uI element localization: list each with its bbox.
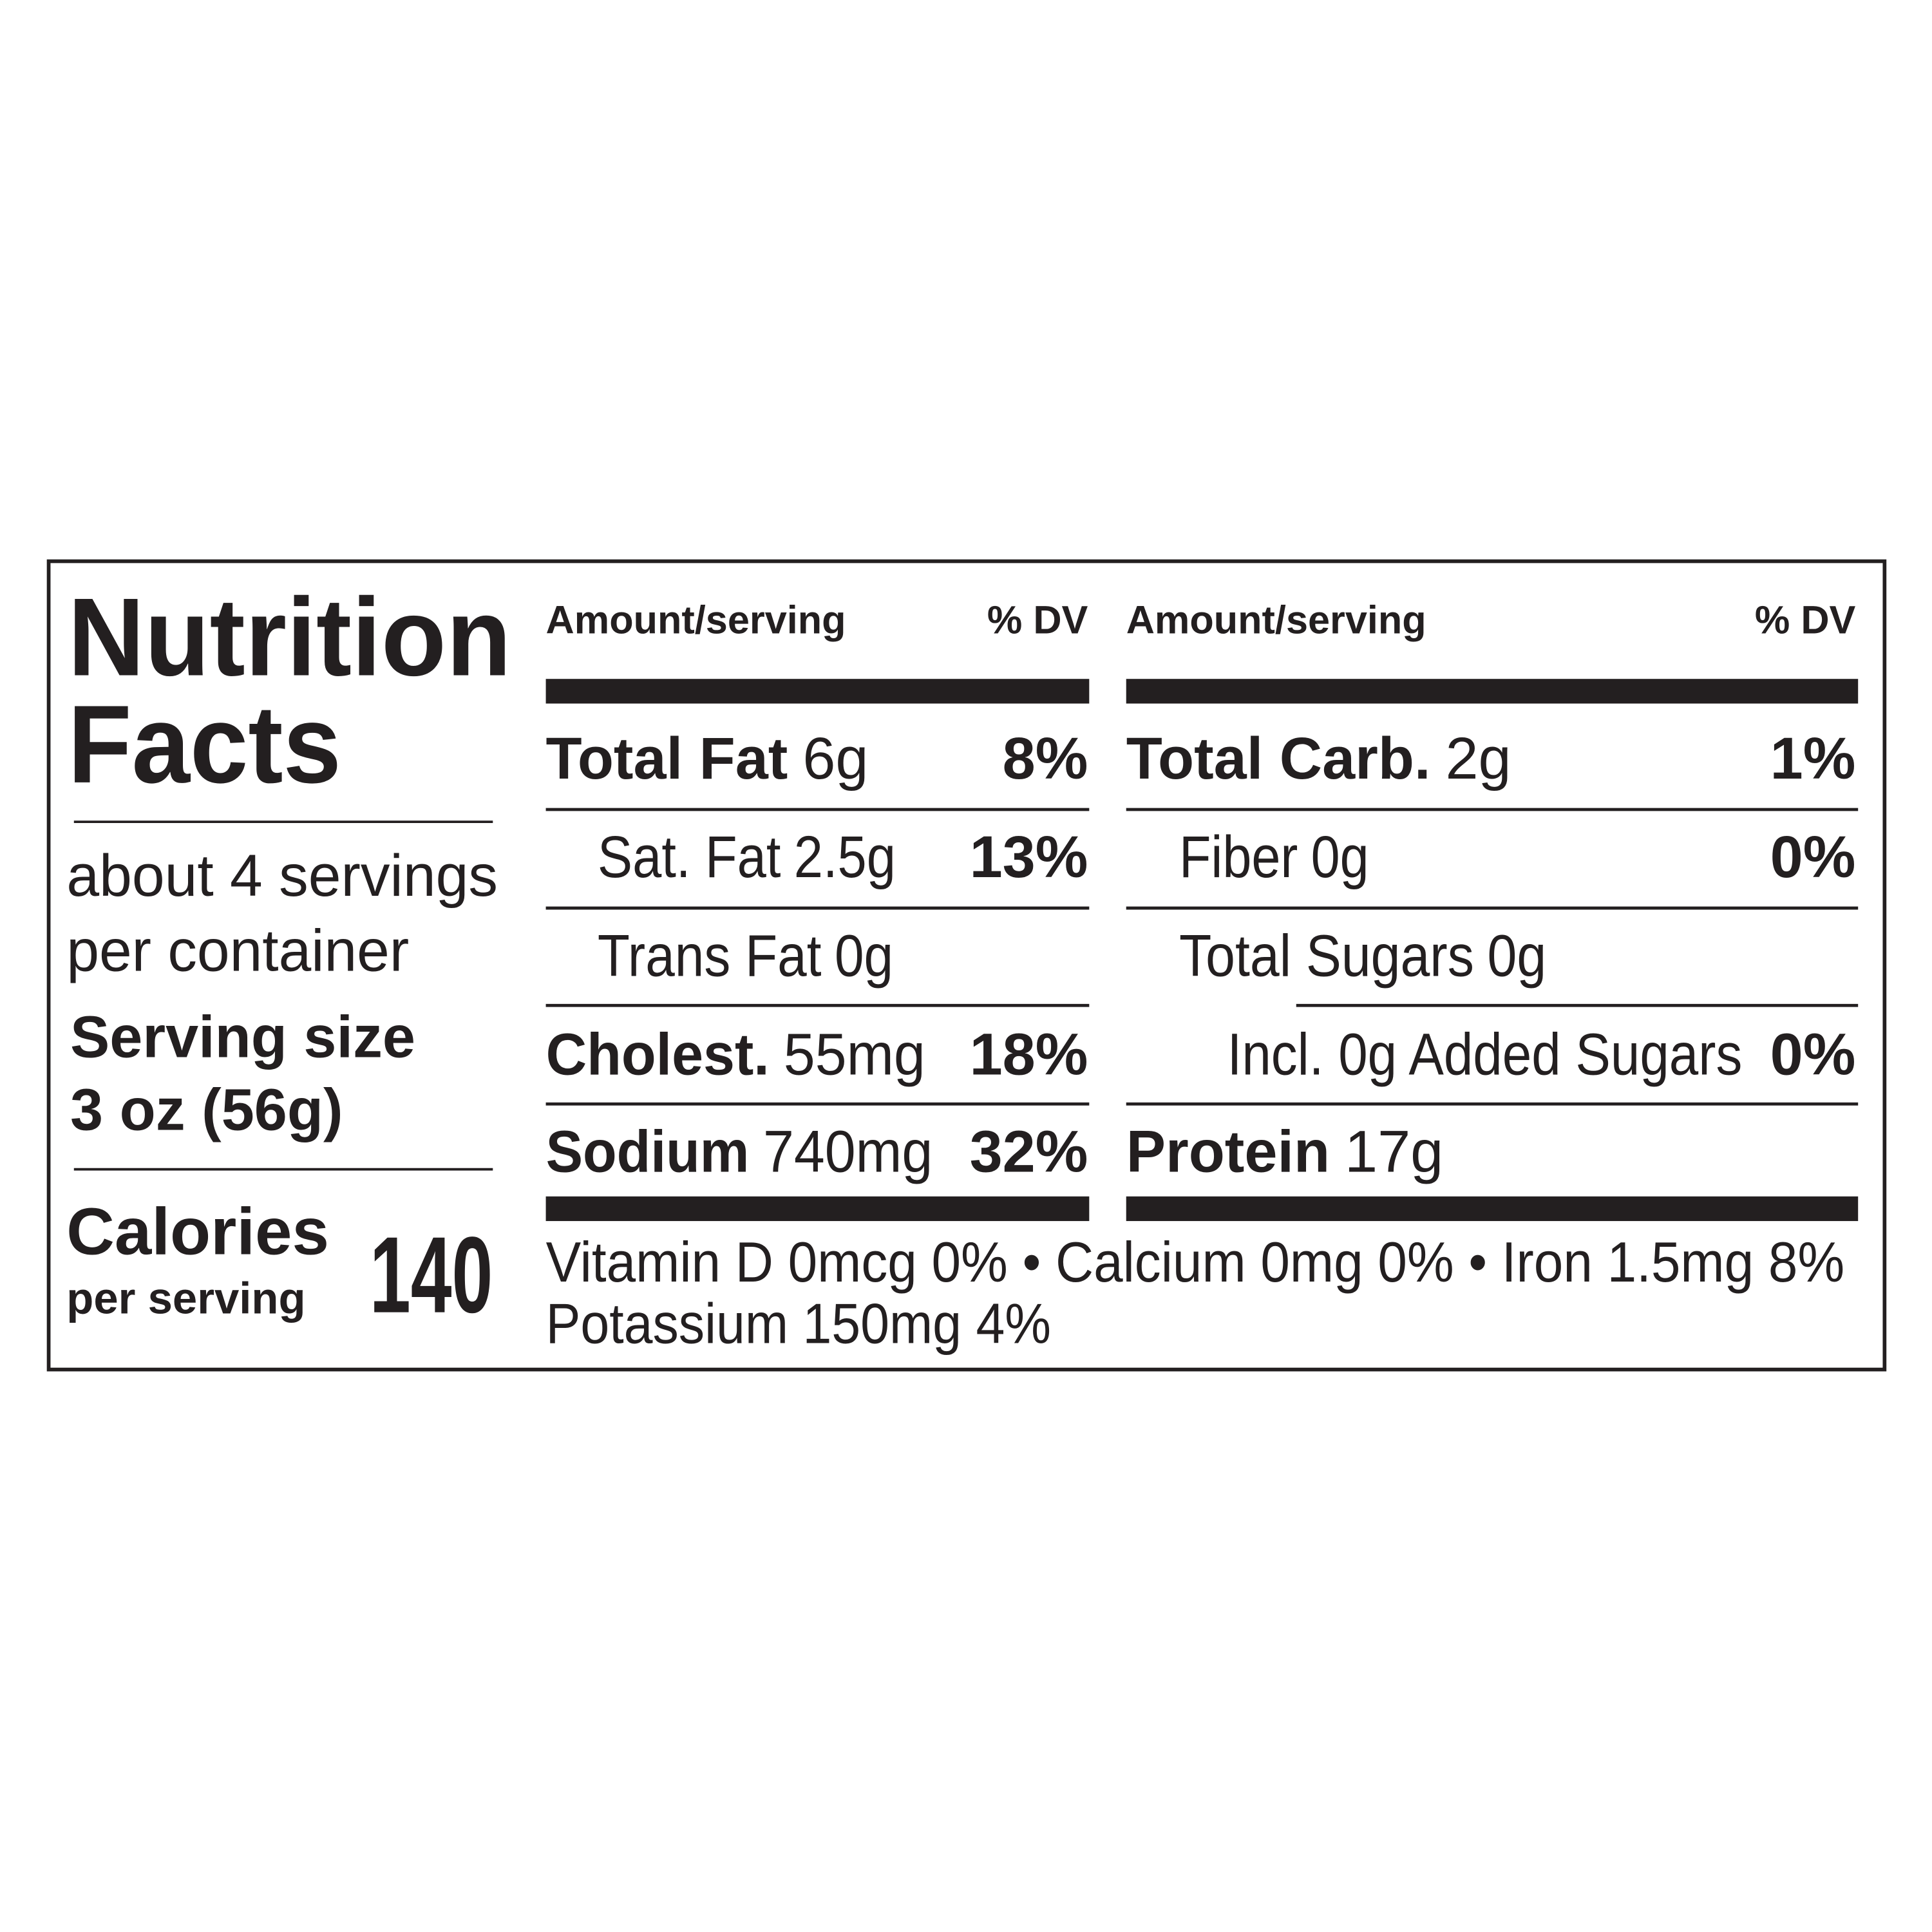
thick-bar	[545, 1196, 1090, 1222]
nutrient-dv: 1%	[1770, 726, 1856, 791]
nutrient-row: Sodium740mg	[546, 1119, 933, 1185]
nutrient-amount: 740mg	[763, 1119, 933, 1185]
thick-bar	[1126, 1196, 1859, 1222]
nutrient-name: Sodium	[546, 1119, 750, 1185]
nutrient-amount: 6g	[802, 726, 868, 791]
column-header: Amount/serving	[546, 598, 846, 641]
nutrient-dv: 0%	[1770, 824, 1856, 890]
title: Nutrition	[68, 575, 511, 699]
nutrient-amount: 2g	[1445, 726, 1511, 791]
serving-size-label: Serving size	[70, 1005, 415, 1070]
calories-label: Calories	[66, 1194, 329, 1269]
servings: per container	[66, 918, 409, 984]
nutrient-amount: 0g	[1488, 923, 1547, 989]
nutrient-row: Cholest. 55mg	[546, 1021, 925, 1087]
thick-bar	[545, 679, 1090, 704]
nutrient-name: Cholest.	[546, 1021, 770, 1087]
nutrient-row: Trans Fat0g	[598, 923, 893, 989]
servings: about 4 servings	[66, 843, 498, 909]
nutrient-name: Sat. Fat	[598, 824, 781, 890]
nutrient-dv: 18%	[970, 1021, 1088, 1087]
serving-size-value: 3 oz (56g)	[70, 1077, 343, 1142]
nutrient-row: Total Fat 6g	[546, 726, 869, 791]
nutrient-dv: 0%	[1770, 1021, 1856, 1087]
column-header: % DV	[987, 598, 1088, 641]
nutrient-amount: 2.5g	[794, 824, 896, 890]
nutrient-amount: 0g	[835, 923, 893, 989]
nutrient-dv: 32%	[970, 1119, 1088, 1185]
nutrient-name: Protein	[1126, 1119, 1330, 1185]
footer-line: Vitamin D 0mcg 0% • Calcium 0mg 0% • Iro…	[546, 1230, 1845, 1294]
nutrient-amount: 55mg	[784, 1021, 925, 1087]
calories-sublabel: per serving	[66, 1274, 305, 1323]
column-header: Amount/serving	[1126, 598, 1426, 641]
column-header: % DV	[1755, 598, 1856, 641]
nutrient-name: Total Fat	[546, 726, 788, 791]
footer-line: Potassium 150mg 4%	[546, 1291, 1051, 1355]
nutrient-row: Total Carb. 2g	[1126, 726, 1511, 791]
nutrient-dv: 13%	[970, 824, 1088, 890]
nutrient-name: Total Sugars	[1179, 923, 1474, 989]
nutrient-row: Total Sugars0g	[1179, 923, 1546, 989]
title: Facts	[68, 683, 341, 806]
calories-value: 140	[370, 1215, 493, 1336]
nutrient-name: Fiber	[1179, 824, 1298, 890]
thick-bar	[1126, 679, 1859, 704]
nutrient-amount: 17g	[1345, 1119, 1443, 1185]
nutrient-amount: 0g	[1311, 824, 1369, 890]
nutrient-row: Protein 17g	[1126, 1119, 1444, 1185]
nutrient-row: Fiber0g	[1179, 824, 1369, 890]
nutrient-row: Sat. Fat2.5g	[598, 824, 896, 890]
nutrient-name: Incl. 0g Added Sugars	[1227, 1021, 1743, 1087]
nutrient-name: Trans Fat	[598, 923, 822, 989]
nutrient-name: Total Carb.	[1126, 726, 1431, 791]
nutrient-dv: 8%	[1003, 726, 1088, 791]
